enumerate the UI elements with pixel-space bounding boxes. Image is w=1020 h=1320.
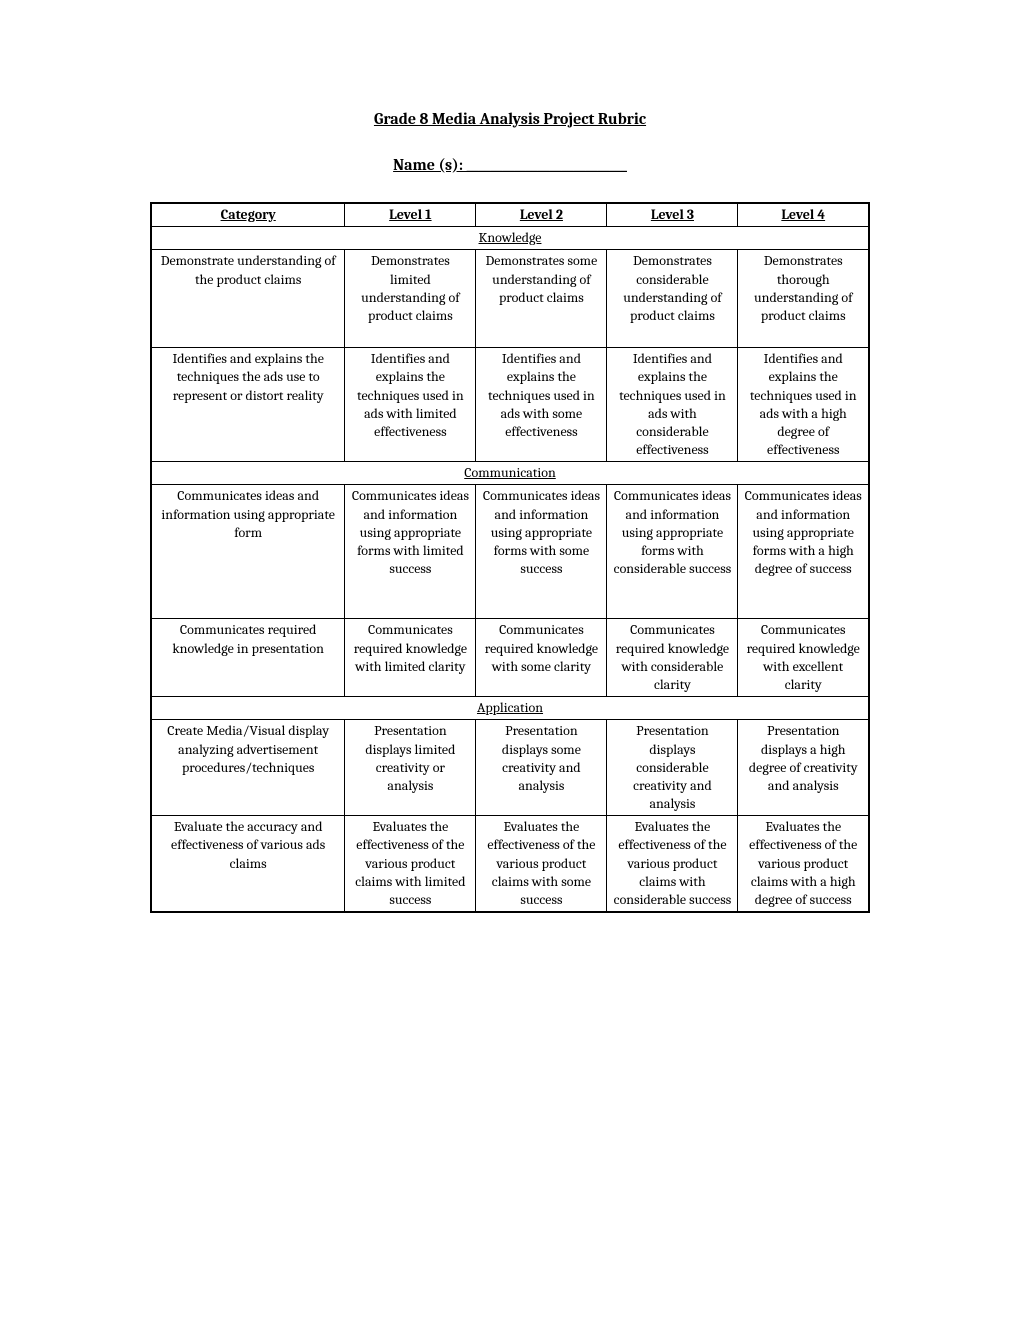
cell-k2-l4: Identifies and explains the techniques u… — [738, 348, 869, 462]
cell-a1-l2: Presentation displays some creativity an… — [476, 720, 607, 816]
row-a1: Create Media/Visual display analyzing ad… — [151, 720, 869, 816]
cell-k2-cat: Identifies and explains the techniques t… — [151, 348, 345, 462]
row-c2: Communicates required knowledge in prese… — [151, 619, 869, 697]
row-k2: Identifies and explains the techniques t… — [151, 348, 869, 462]
header-level4: Level 4 — [738, 203, 869, 227]
cell-k1-l2: Demonstrates some understanding of produ… — [476, 250, 607, 348]
cell-c2-cat: Communicates required knowledge in prese… — [151, 619, 345, 697]
cell-a2-l4: Evaluates the effectiveness of the vario… — [738, 816, 869, 912]
cell-a2-l1: Evaluates the effectiveness of the vario… — [345, 816, 476, 912]
cell-k1-cat: Demonstrate understanding of the product… — [151, 250, 345, 348]
cell-k2-l1: Identifies and explains the techniques u… — [345, 348, 476, 462]
section-communication: Communication — [151, 462, 869, 485]
cell-k1-l1: Demonstrates limited understanding of pr… — [345, 250, 476, 348]
row-k1: Demonstrate understanding of the product… — [151, 250, 869, 348]
cell-k2-l3: Identifies and explains the techniques u… — [607, 348, 738, 462]
section-application: Application — [151, 697, 869, 720]
cell-k1-l3: Demonstrates considerable understanding … — [607, 250, 738, 348]
cell-c1-cat: Communicates ideas and information using… — [151, 485, 345, 619]
cell-a2-cat: Evaluate the accuracy and effectiveness … — [151, 816, 345, 912]
name-label: Name (s): ___________________________ — [150, 156, 870, 174]
header-level1: Level 1 — [345, 203, 476, 227]
cell-c2-l4: Communicates required knowledge with exc… — [738, 619, 869, 697]
cell-a2-l3: Evaluates the effectiveness of the vario… — [607, 816, 738, 912]
cell-k2-l2: Identifies and explains the techniques u… — [476, 348, 607, 462]
header-level3: Level 3 — [607, 203, 738, 227]
cell-c2-l1: Communicates required knowledge with lim… — [345, 619, 476, 697]
cell-c2-l3: Communicates required knowledge with con… — [607, 619, 738, 697]
cell-c1-l1: Communicates ideas and information using… — [345, 485, 476, 619]
cell-a1-l1: Presentation displays limited creativity… — [345, 720, 476, 816]
section-communication-label: Communication — [151, 462, 869, 485]
cell-k1-l4: Demonstrates thorough understanding of p… — [738, 250, 869, 348]
cell-a1-l4: Presentation displays a high degree of c… — [738, 720, 869, 816]
page-title: Grade 8 Media Analysis Project Rubric — [150, 110, 870, 128]
header-level2: Level 2 — [476, 203, 607, 227]
rubric-table: Category Level 1 Level 2 Level 3 Level 4… — [150, 202, 870, 913]
section-knowledge: Knowledge — [151, 227, 869, 250]
header-category: Category — [151, 203, 345, 227]
section-application-label: Application — [151, 697, 869, 720]
cell-c1-l3: Communicates ideas and information using… — [607, 485, 738, 619]
cell-c2-l2: Communicates required knowledge with som… — [476, 619, 607, 697]
cell-a2-l2: Evaluates the effectiveness of the vario… — [476, 816, 607, 912]
header-row: Category Level 1 Level 2 Level 3 Level 4 — [151, 203, 869, 227]
rubric-page: Grade 8 Media Analysis Project Rubric Na… — [150, 110, 870, 913]
row-a2: Evaluate the accuracy and effectiveness … — [151, 816, 869, 912]
row-c1: Communicates ideas and information using… — [151, 485, 869, 619]
cell-c1-l2: Communicates ideas and information using… — [476, 485, 607, 619]
cell-a1-cat: Create Media/Visual display analyzing ad… — [151, 720, 345, 816]
cell-a1-l3: Presentation displays considerable creat… — [607, 720, 738, 816]
cell-c1-l4: Communicates ideas and information using… — [738, 485, 869, 619]
section-knowledge-label: Knowledge — [151, 227, 869, 250]
